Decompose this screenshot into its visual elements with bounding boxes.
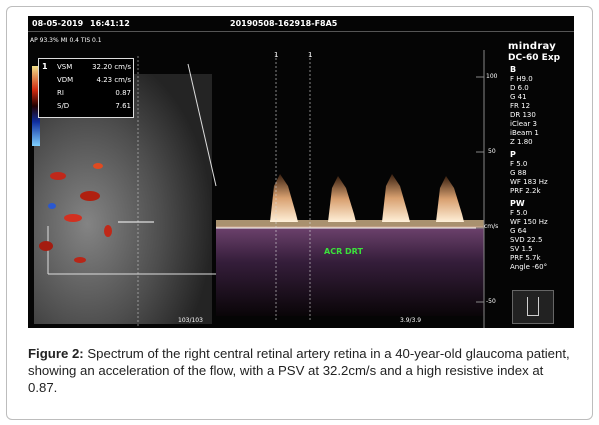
caption-label: Figure 2: <box>28 346 84 361</box>
b-param: F H9.0 <box>510 75 533 83</box>
measurement-row: VSM 32.20 cm/s <box>57 63 131 71</box>
spectral-noise <box>216 226 484 316</box>
b-param: FR 12 <box>510 102 531 110</box>
power-line: AP 93.3% MI 0.4 TIS 0.1 <box>30 37 102 44</box>
b-param: iBeam 1 <box>510 129 539 137</box>
pw-param: PRF 5.7k <box>510 254 541 262</box>
frame-counter-left: 103/103 <box>178 317 203 324</box>
pw-param: F 5.0 <box>510 209 528 217</box>
frame-counter-right: 3.9/3.9 <box>400 317 422 324</box>
b-param: D 6.0 <box>510 84 529 92</box>
systolic-peak <box>328 176 356 222</box>
baseline-band <box>216 220 484 228</box>
pw-param: Angle -60° <box>510 263 548 271</box>
flow-blobs <box>39 163 112 263</box>
marker-label: 1 <box>308 51 313 59</box>
color-scale-bar <box>32 66 40 146</box>
measurement-row: VDM 4.23 cm/s <box>57 76 131 84</box>
pw-param: WF 150 Hz <box>510 218 548 226</box>
scale-mid: 50 <box>488 148 496 155</box>
measurement-index: 1 <box>42 62 48 71</box>
doppler-spectrum <box>216 50 485 328</box>
velocity-ticks <box>476 76 484 303</box>
p-param: PRF 2.2k <box>510 187 541 195</box>
brand-logo: mindray <box>508 41 557 52</box>
b-param: G 41 <box>510 93 527 101</box>
b-param: DR 130 <box>510 111 536 119</box>
pw-param: G 64 <box>510 227 527 235</box>
sector-edge <box>187 63 217 187</box>
probe-icon <box>512 290 554 324</box>
study-id: 20190508-162918-F8A5 <box>230 19 338 28</box>
scale-top: 100 <box>486 73 498 80</box>
scale-unit: cm/s <box>484 223 499 230</box>
p-mode-label: P <box>510 150 516 159</box>
measurement-row: S/D 7.61 <box>57 102 131 110</box>
time-label: 16:41:12 <box>90 19 130 28</box>
pw-param: SV 1.5 <box>510 245 533 253</box>
marker-label: 1 <box>274 51 279 59</box>
b-param: iClear 3 <box>510 120 537 128</box>
date-label: 08-05-2019 <box>32 19 84 28</box>
caption-text: Spectrum of the right central retinal ar… <box>28 346 570 395</box>
header-divider <box>28 31 574 32</box>
pw-mode-label: PW <box>510 199 525 208</box>
b-param: Z 1.80 <box>510 138 533 146</box>
b-mode-label: B <box>510 65 517 74</box>
pw-param: SVD 22.5 <box>510 236 543 244</box>
p-param: WF 183 Hz <box>510 178 548 186</box>
model-label: DC-60 Exp <box>508 53 561 63</box>
systolic-peak <box>382 174 410 222</box>
p-param: F 5.0 <box>510 160 528 168</box>
measurement-row: RI 0.87 <box>57 89 131 97</box>
vessel-label: ACR DRT <box>324 247 363 256</box>
systolic-peak <box>436 176 464 222</box>
measurement-box: 1 VSM 32.20 cm/s VDM 4.23 cm/s RI 0.87 S… <box>38 58 134 118</box>
figure-caption: Figure 2: Spectrum of the right central … <box>28 345 576 396</box>
systolic-peak <box>270 174 298 222</box>
parameter-panel: mindray DC-60 Exp B F H9.0 D 6.0 G 41 FR… <box>508 42 574 272</box>
p-param: G 88 <box>510 169 527 177</box>
scale-low: -50 <box>486 298 496 305</box>
ultrasound-screen: 08-05-2019 16:41:12 20190508-162918-F8A5… <box>28 16 574 328</box>
